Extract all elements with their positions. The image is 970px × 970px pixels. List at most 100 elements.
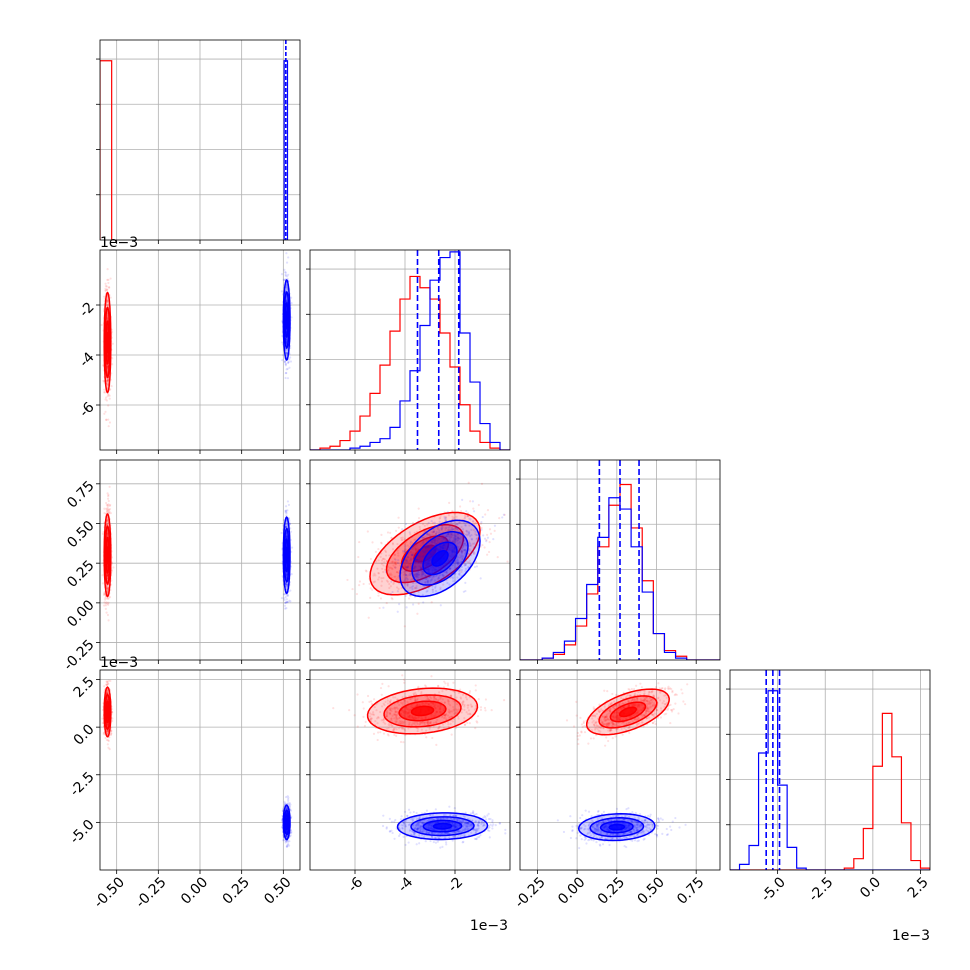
sample-point	[411, 521, 415, 525]
sample-point	[462, 544, 465, 547]
sample-point	[106, 730, 109, 733]
sample-point	[288, 523, 292, 526]
sample-point	[284, 273, 287, 276]
sample-point	[467, 481, 470, 484]
sample-point	[439, 586, 442, 589]
sample-point	[393, 557, 396, 560]
sample-point	[107, 739, 110, 743]
sample-point	[383, 558, 386, 561]
sample-point	[443, 515, 446, 519]
sample-point	[105, 680, 108, 683]
sample-point	[445, 571, 448, 574]
sample-point	[471, 520, 475, 523]
sample-point	[442, 533, 445, 537]
sample-point	[362, 582, 365, 586]
sample-point	[111, 719, 114, 723]
sample-point	[369, 557, 373, 561]
sample-point	[103, 507, 106, 510]
sample-point	[445, 519, 448, 522]
sample-point	[403, 625, 406, 628]
sample-point	[405, 559, 408, 563]
sample-point	[460, 565, 463, 569]
sample-point	[282, 354, 285, 357]
sample-point	[424, 585, 427, 588]
sample-point	[388, 554, 391, 557]
sample-point	[380, 542, 383, 545]
sample-point	[446, 539, 449, 542]
sample-point	[437, 575, 440, 578]
sample-point	[389, 566, 392, 569]
sample-point	[104, 396, 108, 399]
sample-point	[456, 537, 460, 540]
hist-blue-1	[310, 251, 510, 450]
sample-point	[394, 563, 397, 566]
sample-point	[400, 536, 403, 540]
sample-point	[409, 543, 412, 547]
sample-point	[411, 553, 415, 557]
sample-point	[388, 574, 391, 577]
sample-point	[448, 539, 451, 542]
sample-point	[106, 692, 109, 695]
sample-point	[376, 567, 379, 570]
sample-point	[285, 583, 288, 587]
sample-point	[106, 379, 109, 382]
panel-frame	[519, 459, 721, 661]
sample-point	[109, 732, 113, 735]
sample-point	[284, 271, 287, 274]
sample-point	[106, 288, 109, 291]
sample-point	[427, 574, 430, 577]
sample-point	[448, 567, 451, 570]
sample-point	[448, 539, 451, 542]
sample-point	[382, 564, 385, 567]
sample-point	[421, 593, 424, 596]
sample-point	[452, 534, 455, 537]
sample-point	[285, 583, 289, 586]
sample-point	[431, 588, 434, 591]
sample-point	[470, 528, 473, 531]
sample-point	[419, 566, 423, 570]
sample-point	[408, 573, 411, 576]
sample-point	[285, 286, 288, 289]
sample-point	[105, 507, 108, 510]
sample-point	[380, 584, 383, 587]
blue-contour	[285, 310, 289, 330]
sample-point	[417, 558, 420, 561]
sample-point	[109, 277, 112, 280]
sample-point	[415, 522, 418, 525]
sample-point	[104, 282, 107, 285]
sample-point	[396, 610, 399, 613]
sample-point	[451, 509, 454, 513]
sample-point	[456, 558, 459, 561]
sample-point	[106, 316, 109, 319]
sample-point	[451, 528, 454, 531]
sample-point	[437, 537, 440, 540]
sample-point	[288, 599, 291, 602]
sample-point	[434, 542, 437, 545]
sample-point	[475, 565, 479, 568]
sample-point	[480, 482, 484, 486]
sample-point	[110, 732, 113, 735]
sample-point	[105, 601, 108, 604]
sample-point	[458, 521, 461, 524]
sample-point	[466, 531, 469, 534]
sample-point	[106, 299, 109, 303]
sample-point	[424, 580, 427, 584]
sample-point	[106, 533, 109, 536]
sample-point	[105, 508, 108, 511]
sample-point	[368, 582, 371, 585]
sample-point	[426, 581, 430, 584]
sample-point	[106, 303, 110, 306]
sample-point	[430, 531, 433, 534]
sample-point	[456, 561, 459, 564]
sample-point	[437, 531, 441, 534]
sample-point	[396, 549, 399, 552]
sample-point	[406, 584, 409, 588]
sample-point	[102, 379, 105, 382]
sample-point	[415, 573, 418, 576]
sample-point	[280, 273, 284, 276]
sample-point	[104, 418, 108, 421]
sample-point	[422, 601, 425, 604]
sample-point	[382, 576, 385, 580]
sample-point	[487, 550, 491, 554]
sample-point	[460, 550, 463, 553]
